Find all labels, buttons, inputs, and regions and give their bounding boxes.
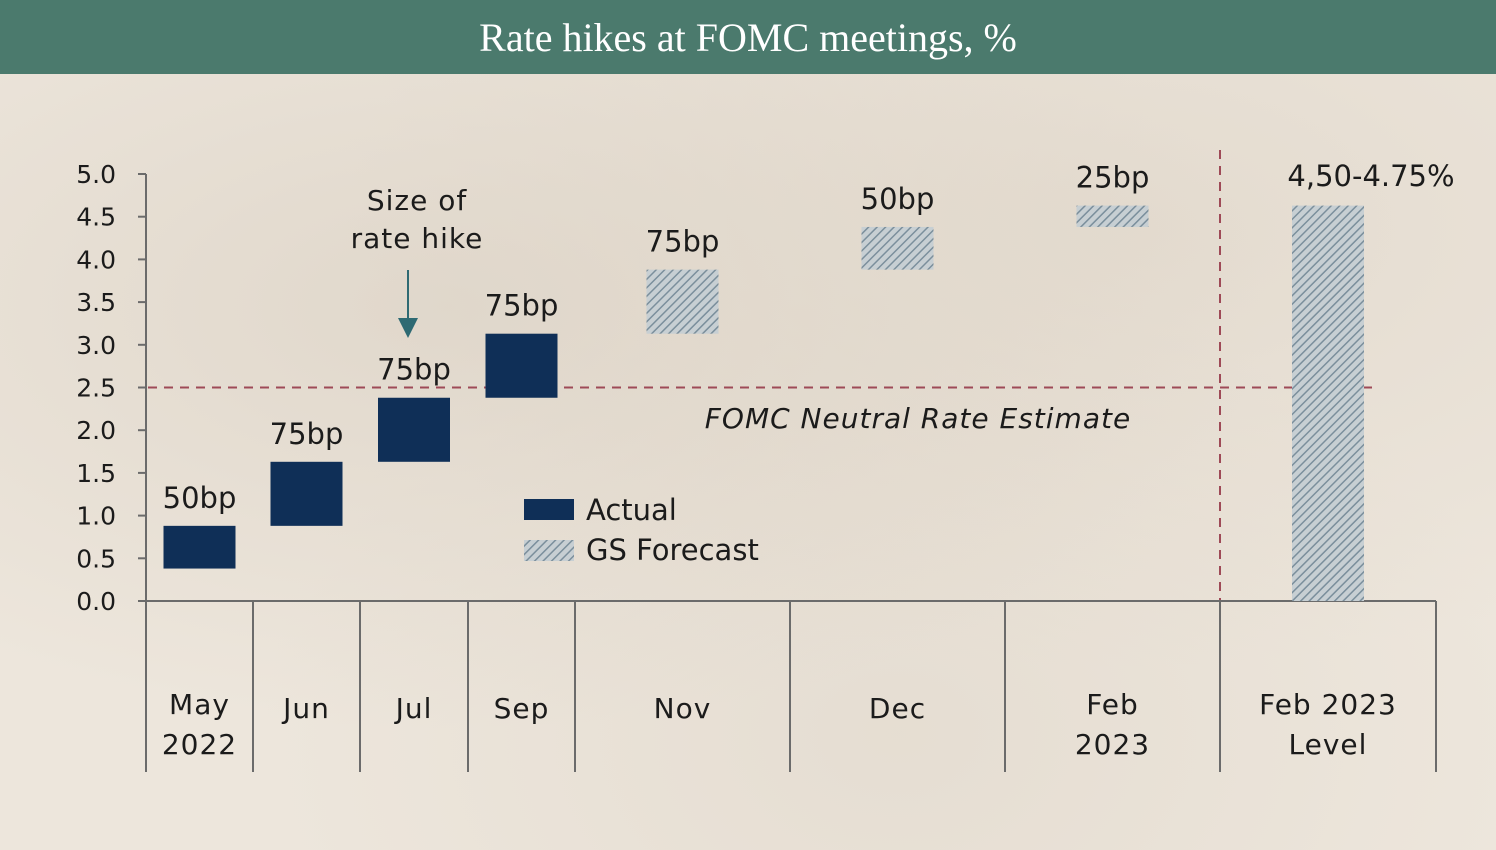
y-tick-label: 2.0 [76,416,116,445]
legend-swatch-forecast [524,540,574,561]
y-tick-label: 4.0 [76,245,116,274]
y-tick-label: 5.0 [76,160,116,189]
legend-swatch-actual [524,499,574,520]
x-tick-label: Sep [494,692,550,725]
bar-value-label: 75bp [377,353,451,387]
bar-value-label: 25bp [1076,161,1150,195]
y-tick-label: 0.5 [76,544,116,573]
x-tick-label: May [169,688,230,721]
y-tick-label: 0.0 [76,587,116,616]
y-tick-label: 1.5 [76,459,116,488]
x-tick-label: Jun [281,692,330,725]
bar [861,226,934,270]
y-tick-label: 2.5 [76,374,116,403]
x-tick-label: Jul [394,692,433,725]
legend-label-forecast: GS Forecast [586,533,759,567]
x-tick-label: 2022 [162,728,237,761]
bar [270,461,343,526]
bar-layer [163,205,1364,601]
bar [163,525,236,569]
y-tick-label: 3.5 [76,288,116,317]
chart-title-bar: Rate hikes at FOMC meetings, % [0,0,1496,74]
y-tick-label: 4.5 [76,203,116,232]
legend: Actual GS Forecast [524,493,759,567]
chart-title: Rate hikes at FOMC meetings, % [479,14,1017,60]
annotation: Size of rate hike [351,184,484,338]
x-tick-label: Feb 2023 [1259,688,1397,721]
bar-value-label: 50bp [163,481,237,515]
bar-value-label: 75bp [485,289,559,323]
bar [1292,205,1364,601]
bar [485,333,558,398]
x-tick-label: Feb [1086,688,1139,721]
y-tick-label: 3.0 [76,331,116,360]
bar [378,397,450,462]
axis-layer: 0.0 0.5 1.0 1.5 2.0 2.5 3.0 3.5 4.0 4.5 5.0 May 2022… [76,160,1437,772]
bar-value-label: 4,50-4.75% [1287,159,1454,193]
legend-label-actual: Actual [586,493,677,527]
label-layer: 50bp 75bp 75bp 75bp 75bp 50bp 25bp 4,50-4.75% [163,159,1455,515]
bar-value-label: 50bp [861,182,935,216]
reference-line-label: FOMC Neutral Rate Estimate [705,402,1131,435]
y-tick-label: 1.0 [76,502,116,531]
x-tick-label: Level [1289,728,1368,761]
bar-value-label: 75bp [270,417,344,451]
annotation-line-1: Size of [367,184,468,217]
x-tick-label: 2023 [1075,728,1150,761]
bar [1076,205,1149,227]
chart-background [0,74,1496,850]
bar [646,269,719,334]
x-tick-label: Nov [654,692,712,725]
bar-value-label: 75bp [646,225,720,259]
annotation-line-2: rate hike [351,222,484,255]
x-tick-label: Dec [869,692,926,725]
reference-layer [148,150,1372,601]
